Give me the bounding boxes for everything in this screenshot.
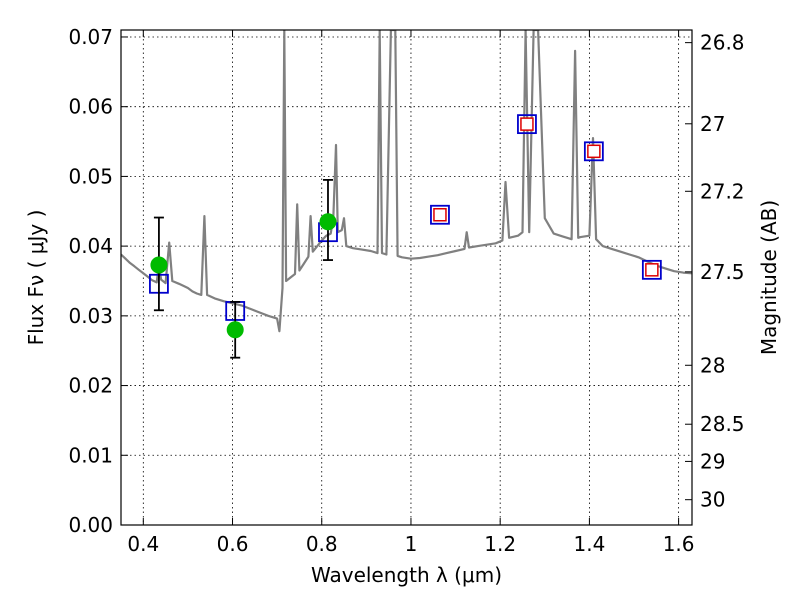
x-tick-label: 1.6 bbox=[663, 532, 695, 556]
x-tick-label: 0.6 bbox=[217, 532, 249, 556]
x-tick-label: 1 bbox=[405, 532, 418, 556]
x-tick-label: 1.4 bbox=[573, 532, 605, 556]
model-inner-square bbox=[645, 263, 659, 277]
plot-area bbox=[121, 30, 692, 333]
y2-tick-label: 27.5 bbox=[700, 260, 745, 284]
y2-tick-label: 29 bbox=[700, 449, 725, 473]
y2-tick-label: 28.5 bbox=[700, 412, 745, 436]
y-tick-label: 0.01 bbox=[68, 443, 113, 467]
x-axis-label: Wavelength λ (μm) bbox=[311, 563, 502, 587]
model-square bbox=[641, 259, 662, 280]
y2-tick-label: 30 bbox=[700, 488, 725, 512]
y2-tick-label: 28 bbox=[700, 353, 725, 377]
grid-layer bbox=[121, 30, 692, 526]
observed-point bbox=[150, 256, 168, 274]
y2-axis-label: Magnitude (AB) bbox=[757, 200, 781, 355]
y-tick-label: 0.07 bbox=[68, 25, 113, 49]
y-tick-label: 0.00 bbox=[68, 513, 113, 537]
plot-frame bbox=[120, 29, 693, 526]
model-inner-square bbox=[587, 144, 601, 159]
model-inner-square bbox=[520, 117, 534, 131]
y-tick-label: 0.03 bbox=[68, 304, 113, 328]
observed-point bbox=[226, 321, 244, 339]
y2-tick-label: 26.8 bbox=[700, 31, 745, 55]
y2-tick-label: 27 bbox=[700, 112, 725, 136]
model-square bbox=[517, 114, 537, 135]
tick-layer: 0.4 0.6 0.8 1 1.2 1.4 1.6 0.00 0.01 0.02 0.03 0.04 0… bbox=[68, 25, 744, 556]
model-square bbox=[583, 141, 604, 162]
y-tick-label: 0.02 bbox=[68, 374, 113, 398]
y-tick-label: 0.06 bbox=[68, 95, 113, 119]
y-axis-label: Flux Fν ( μJy ) bbox=[24, 210, 48, 346]
observed-point bbox=[319, 213, 337, 231]
y-tick-label: 0.04 bbox=[68, 234, 113, 258]
x-tick-label: 0.4 bbox=[127, 532, 159, 556]
x-tick-label: 1.2 bbox=[484, 532, 516, 556]
model-square bbox=[430, 204, 450, 225]
y2-tick-label: 27.2 bbox=[700, 179, 745, 203]
y-tick-label: 0.05 bbox=[68, 164, 113, 188]
marker-layer bbox=[149, 114, 662, 359]
x-tick-label: 0.8 bbox=[306, 532, 338, 556]
template-spectrum-line bbox=[121, 30, 692, 333]
model-inner-square bbox=[433, 208, 447, 222]
